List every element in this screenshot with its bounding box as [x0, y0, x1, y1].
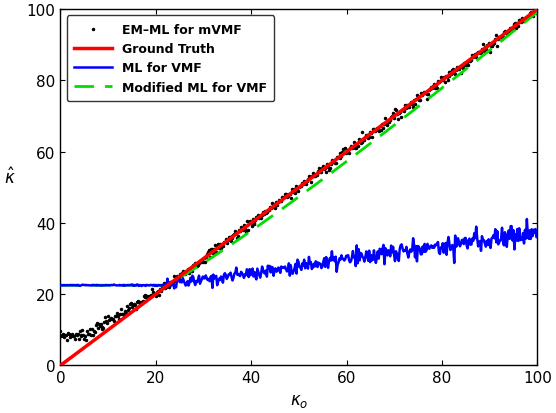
- X-axis label: $\kappa_o$: $\kappa_o$: [290, 391, 308, 409]
- ML for VMF: [342, 257, 349, 262]
- Modified ML for VMF: [523, 20, 529, 25]
- Line: ML for VMF: ML for VMF: [61, 220, 538, 289]
- ML for VMF: [524, 233, 531, 238]
- Modified ML for VMF: [448, 79, 455, 84]
- Ground Truth: [523, 16, 529, 21]
- EM–ML for mVMF: [449, 69, 456, 74]
- EM–ML for mVMF: [342, 146, 349, 151]
- ML for VMF: [524, 217, 530, 222]
- EM–ML for mVMF: [287, 196, 294, 201]
- Ground Truth: [284, 194, 290, 199]
- Legend: EM–ML for mVMF, Ground Truth, ML for VMF, Modified ML for VMF: EM–ML for mVMF, Ground Truth, ML for VMF…: [67, 17, 274, 102]
- Modified ML for VMF: [284, 204, 290, 209]
- ML for VMF: [57, 283, 64, 288]
- EM–ML for mVMF: [83, 337, 90, 342]
- Ground Truth: [448, 72, 455, 77]
- Modified ML for VMF: [57, 283, 64, 288]
- Ground Truth: [286, 192, 293, 197]
- ML for VMF: [449, 243, 456, 248]
- Modified ML for VMF: [341, 161, 348, 166]
- Y-axis label: $\hat{\kappa}$: $\hat{\kappa}$: [4, 167, 16, 188]
- ML for VMF: [285, 269, 291, 274]
- EM–ML for mVMF: [57, 329, 64, 334]
- Modified ML for VMF: [534, 10, 541, 15]
- ML for VMF: [171, 286, 177, 291]
- EM–ML for mVMF: [316, 166, 323, 171]
- Modified ML for VMF: [286, 202, 293, 206]
- EM–ML for mVMF: [531, 7, 538, 12]
- ML for VMF: [534, 235, 541, 240]
- Line: Ground Truth: Ground Truth: [61, 10, 538, 366]
- Ground Truth: [534, 8, 541, 13]
- ML for VMF: [316, 261, 323, 266]
- EM–ML for mVMF: [524, 16, 530, 21]
- EM–ML for mVMF: [285, 195, 291, 199]
- Ground Truth: [57, 363, 64, 368]
- Line: Modified ML for VMF: Modified ML for VMF: [61, 13, 538, 285]
- Modified ML for VMF: [315, 180, 322, 185]
- Ground Truth: [341, 152, 348, 157]
- Ground Truth: [315, 171, 322, 176]
- Line: EM–ML for mVMF: EM–ML for mVMF: [58, 7, 539, 342]
- ML for VMF: [287, 263, 294, 268]
- EM–ML for mVMF: [534, 7, 541, 12]
